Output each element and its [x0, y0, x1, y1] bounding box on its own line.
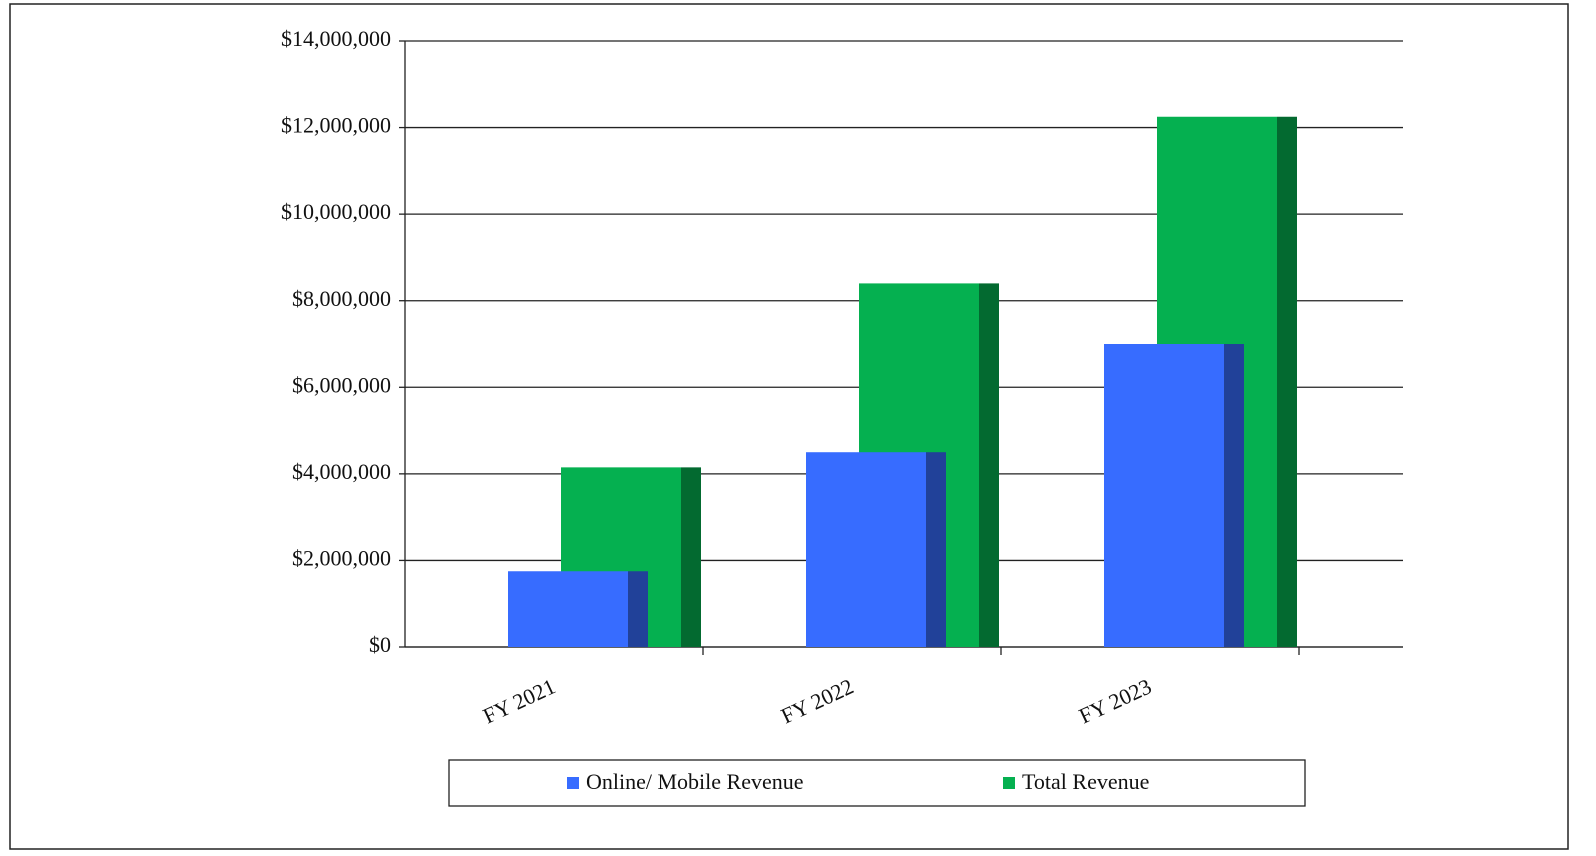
y-tick-label: $12,000,000 [281, 113, 391, 138]
y-tick-label: $0 [369, 632, 391, 657]
bar-side [628, 571, 648, 647]
bar-front [806, 452, 926, 647]
legend-swatch [567, 777, 579, 789]
y-tick-label: $10,000,000 [281, 199, 391, 224]
y-tick-label: $8,000,000 [292, 286, 391, 311]
legend-swatch [1003, 777, 1015, 789]
bar [508, 571, 648, 647]
bar-side [1224, 344, 1244, 647]
y-tick-label: $4,000,000 [292, 459, 391, 484]
bar [1104, 344, 1244, 647]
bar-front [508, 571, 628, 647]
bar-side [926, 452, 946, 647]
bar-front [1104, 344, 1224, 647]
legend-box [448, 759, 1306, 807]
legend-label: Online/ Mobile Revenue [586, 769, 804, 794]
y-tick-label: $2,000,000 [292, 545, 391, 570]
bar [806, 452, 946, 647]
chart-border [9, 3, 1569, 850]
bar-side [681, 467, 701, 647]
y-tick-label: $14,000,000 [281, 26, 391, 51]
y-tick-label: $6,000,000 [292, 372, 391, 397]
bar-side [979, 283, 999, 647]
bar-side [1277, 116, 1297, 647]
legend-label: Total Revenue [1022, 769, 1149, 794]
